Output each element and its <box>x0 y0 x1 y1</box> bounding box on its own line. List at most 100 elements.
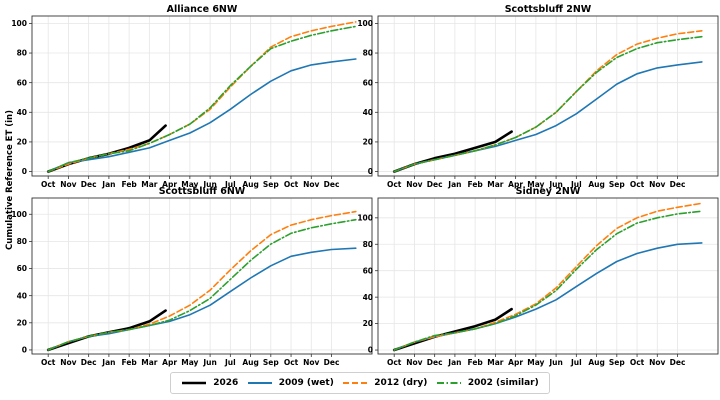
y-axis-label: Cumulative Reference ET (in) <box>5 110 15 250</box>
series-line-2012-dry <box>47 210 357 351</box>
legend-label-2026: 2026 <box>213 378 239 388</box>
x-tick-label: Jun <box>548 358 562 367</box>
x-tick-label: Oct <box>284 358 299 367</box>
x-tick-label: Nov <box>60 358 76 367</box>
x-tick-label: Jul <box>570 180 582 189</box>
x-tick-label: Jan <box>101 358 115 367</box>
y-tick-label: 100 <box>357 213 373 222</box>
x-tick-label: Apr <box>162 180 177 189</box>
x-tick-label: Dec <box>427 358 443 367</box>
series-line-2012-dry <box>393 29 703 173</box>
x-tick-label: Jun <box>548 180 562 189</box>
series-line-2009-wet <box>393 61 703 173</box>
x-tick-label: Jan <box>101 180 115 189</box>
x-tick-label: Aug <box>242 358 259 367</box>
x-tick-label: Oct <box>284 180 299 189</box>
legend-item-2026: 2026 <box>181 378 238 388</box>
x-tick-label: Feb <box>468 180 484 189</box>
x-tick-label: Oct <box>387 180 402 189</box>
series-line-2026 <box>46 309 167 352</box>
legend-swatch <box>182 381 207 385</box>
y-tick-label: 60 <box>363 266 373 275</box>
y-tick-label: 0 <box>22 167 27 176</box>
x-tick-label: Apr <box>508 358 523 367</box>
series-line-2002-similar <box>47 218 357 351</box>
y-tick-label: 40 <box>363 108 373 117</box>
x-tick-label: Mar <box>487 180 504 189</box>
x-tick-label: Oct <box>630 358 645 367</box>
y-tick-label: 0 <box>368 346 373 355</box>
y-tick-label: 40 <box>17 108 27 117</box>
x-tick-label: Jul <box>224 180 236 189</box>
legend-swatch <box>247 382 272 384</box>
x-tick-label: Nov <box>649 358 665 367</box>
y-tick-label: 0 <box>22 346 27 355</box>
x-tick-label: Jun <box>202 180 216 189</box>
x-tick-label: May <box>527 180 544 189</box>
y-tick-label: 20 <box>17 318 27 327</box>
x-tick-label: Nov <box>649 180 665 189</box>
legend-item-2012: 2012 (dry) <box>342 378 427 388</box>
series-line-2009-wet <box>393 242 703 351</box>
series-line-2012-dry <box>47 21 357 173</box>
x-tick-label: Oct <box>387 358 402 367</box>
y-tick-label: 40 <box>363 293 373 302</box>
x-tick-label: Jun <box>202 358 216 367</box>
y-tick-label: 80 <box>363 240 373 249</box>
x-tick-label: Nov <box>60 180 76 189</box>
plot-frame <box>377 15 719 177</box>
legend: 2026 2009 (wet) 2012 (dry) 2002 (similar… <box>170 372 550 394</box>
legend-swatch <box>436 382 461 384</box>
series-line-2002-similar <box>47 25 357 173</box>
legend-label-2012: 2012 (dry) <box>374 378 428 388</box>
x-tick-label: Dec <box>670 358 686 367</box>
x-tick-label: Nov <box>303 358 319 367</box>
x-tick-label: Jan <box>447 358 461 367</box>
x-tick-label: Mar <box>141 358 158 367</box>
panel-title: Alliance 6NW <box>167 4 238 15</box>
x-tick-label: Feb <box>122 180 138 189</box>
x-tick-label: Jan <box>447 180 461 189</box>
x-tick-label: Dec <box>324 358 340 367</box>
series-line-2009-wet <box>47 247 357 351</box>
x-tick-label: May <box>181 358 198 367</box>
y-tick-label: 60 <box>17 264 27 273</box>
x-tick-label: May <box>181 180 198 189</box>
x-tick-label: Aug <box>588 358 605 367</box>
series-line-2002-similar <box>393 210 703 351</box>
x-tick-label: Oct <box>41 358 56 367</box>
x-tick-label: Jul <box>570 358 582 367</box>
x-tick-label: Aug <box>242 180 259 189</box>
y-tick-label: 100 <box>11 210 27 219</box>
x-tick-label: Dec <box>324 180 340 189</box>
y-tick-label: 20 <box>363 319 373 328</box>
x-tick-label: Nov <box>303 180 319 189</box>
x-tick-label: Sep <box>609 180 625 189</box>
x-tick-label: Oct <box>41 180 56 189</box>
x-tick-label: Mar <box>487 358 504 367</box>
x-tick-label: Apr <box>508 180 523 189</box>
y-tick-label: 100 <box>357 19 373 28</box>
x-tick-label: Oct <box>630 180 645 189</box>
x-tick-label: Sep <box>609 358 625 367</box>
y-tick-label: 20 <box>363 138 373 147</box>
legend-label-2002: 2002 (similar) <box>467 378 539 388</box>
x-tick-label: May <box>527 358 544 367</box>
x-tick-label: Dec <box>81 180 97 189</box>
legend-label-2009: 2009 (wet) <box>278 378 334 388</box>
plot-frame <box>31 15 373 177</box>
y-tick-label: 80 <box>363 49 373 58</box>
x-tick-label: Jul <box>224 358 236 367</box>
x-tick-label: Aug <box>588 180 605 189</box>
panel-scottsbluff-2nw: Scottsbluff 2NW 0 20 40 60 80 100 Oct Nov Dec Jan F… <box>357 4 719 189</box>
panel-scottsbluff-6nw: Scottsbluff 6NW 0 20 40 60 80 100 Oct Nov Dec Jan F… <box>11 186 373 367</box>
x-tick-label: Nov <box>406 358 422 367</box>
x-tick-label: Nov <box>406 180 422 189</box>
x-tick-label: Apr <box>162 358 177 367</box>
y-tick-label: 40 <box>17 291 27 300</box>
x-tick-label: Sep <box>263 358 279 367</box>
x-tick-label: Feb <box>468 358 484 367</box>
x-tick-label: Feb <box>122 358 138 367</box>
